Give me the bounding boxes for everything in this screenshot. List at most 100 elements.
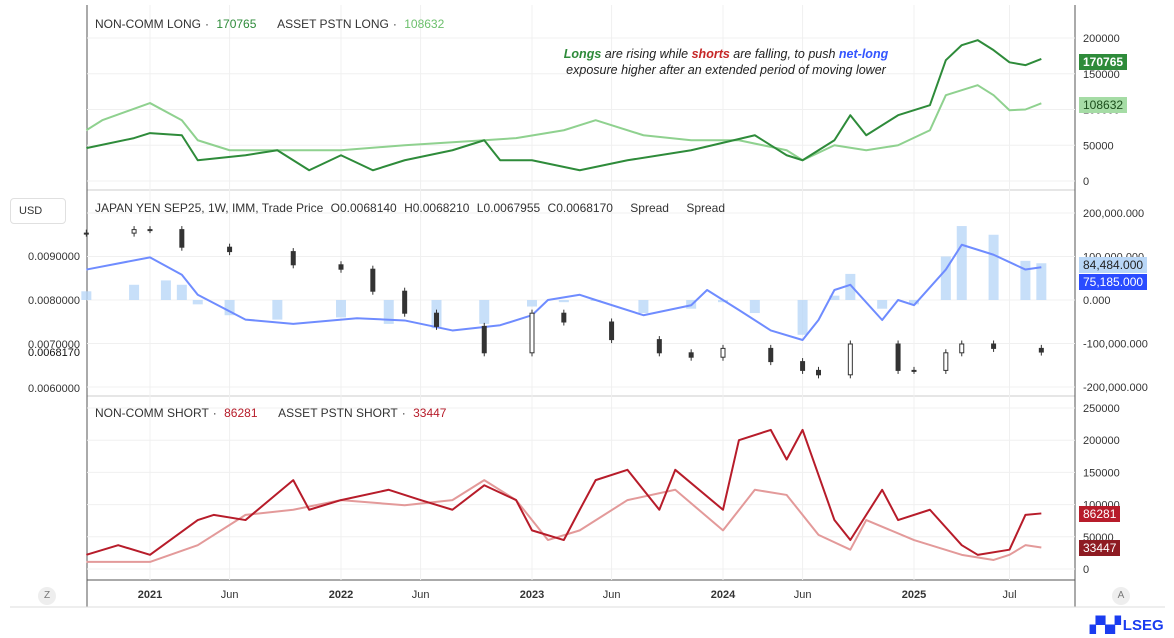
scale-reset-button[interactable]: Z (38, 587, 56, 605)
candle-body (338, 264, 344, 270)
badge-asset-long: 108632 (1079, 97, 1128, 113)
lseg-wordmark: LSEG (1122, 617, 1164, 634)
badge-asset-short: 33447 (1079, 540, 1121, 556)
candle-body (609, 321, 615, 341)
legend-asset-short-value: 33447 (413, 406, 447, 420)
y-tick-label: 50000 (1083, 140, 1114, 152)
net-spread-bar (988, 234, 999, 300)
net-spread-bar (160, 280, 171, 300)
noncomm-long-line (86, 39, 1042, 172)
legend-noncomm-short-value: 86281 (224, 406, 258, 420)
lseg-mark-icon: ▞▚▞ (1090, 617, 1121, 634)
candle-body (290, 251, 296, 266)
legend-asset-short: ASSET PSTN SHORT (278, 406, 398, 420)
top-legend: NON-COMM LONG · 170765 ASSET PSTN LONG · 1… (95, 17, 448, 31)
candle-body (800, 361, 806, 371)
asset-long-line (85, 84, 1042, 162)
candle-body (1038, 347, 1044, 353)
price-tick-label: 0.0070000 (28, 339, 80, 351)
ohlc-high: H0.0068210 (404, 201, 470, 215)
auto-scale-button[interactable]: A (1112, 587, 1130, 605)
candle-body (481, 325, 487, 354)
candle-body (179, 229, 185, 248)
candle-body (991, 343, 997, 349)
candle-body (402, 290, 408, 314)
net-spread-bar (527, 300, 537, 307)
x-tick-label: Jun (221, 589, 239, 601)
x-tick-label: 2025 (902, 589, 926, 601)
candle-body (847, 343, 853, 376)
legend-noncomm-long: NON-COMM LONG (95, 17, 201, 31)
badge-noncomm-long: 170765 (1079, 54, 1128, 70)
candle-body (131, 229, 137, 234)
legend-separator: · (392, 17, 397, 31)
candle-body (370, 268, 376, 292)
x-tick-label: 2024 (711, 589, 736, 601)
legend-asset-long: ASSET PSTN LONG (277, 17, 389, 31)
annotation: Longs are rising while shorts are fallin… (540, 46, 912, 78)
x-tick-label: 2022 (329, 589, 353, 601)
candle-body (529, 312, 535, 354)
annotation-shorts: shorts (691, 47, 730, 61)
legend-separator: · (401, 406, 406, 420)
net-spread-bar (224, 300, 235, 316)
net-spread-bar (829, 295, 840, 300)
legend-separator: · (212, 406, 217, 420)
net-spread-line (86, 243, 1042, 342)
badge-noncomm-short: 86281 (1079, 506, 1121, 522)
net-spread-bar (956, 226, 967, 300)
net-spread-bar (129, 284, 140, 300)
ohlc-low: L0.0067955 (476, 201, 541, 215)
x-tick-label: Jun (603, 589, 621, 601)
candle-body (943, 352, 949, 371)
ohlc-open: O0.0068140 (330, 201, 397, 215)
y-tick-label: 250000 (1083, 403, 1120, 415)
x-tick-label: Jul (1002, 589, 1016, 601)
y-tick-label: 200000 (1083, 33, 1120, 45)
y-tick-label: 0.000 (1083, 295, 1111, 307)
net-spread-bar (176, 284, 187, 300)
x-tick-label: 2021 (138, 589, 162, 601)
candle-body (895, 343, 901, 371)
net-spread-bar (877, 300, 888, 309)
net-spread-bar (1020, 260, 1031, 300)
x-tick-label: Jun (412, 589, 430, 601)
net-spread-bar (272, 300, 283, 320)
net-spread-bar (479, 300, 490, 324)
net-spread-bar (940, 256, 951, 300)
net-spread-bar (558, 300, 569, 303)
net-spread-bar (1036, 263, 1047, 300)
annotation-line2: exposure higher after an extended period… (566, 63, 886, 77)
candle-body (720, 347, 726, 358)
annotation-net-long: net-long (838, 47, 889, 61)
badge-net-bars: 84,484.000 (1079, 257, 1148, 273)
lseg-logo: ▞▚▞ LSEG (1090, 616, 1164, 634)
y-tick-label: 0 (1083, 564, 1089, 576)
net-spread-bar (638, 300, 649, 314)
instrument-title: JAPAN YEN SEP25, 1W, IMM, Trade Price (95, 201, 324, 215)
y-tick-label: 150000 (1083, 467, 1120, 479)
legend-asset-long-value: 108632 (404, 17, 445, 31)
last-price-label: 0.0068170 (28, 347, 80, 359)
currency-selector[interactable]: USD (10, 198, 66, 224)
net-spread-bar (192, 300, 203, 305)
middle-legend: JAPAN YEN SEP25, 1W, IMM, Trade Price O0… (95, 201, 729, 215)
y-tick-label: -200,000.000 (1083, 382, 1148, 394)
net-spread-bar (797, 300, 808, 335)
candle-body (768, 347, 774, 363)
net-spread-bar (845, 273, 856, 300)
candle-body (561, 312, 567, 323)
noncomm-short-line (86, 428, 1042, 556)
candle-body (656, 339, 662, 354)
candle-body (147, 229, 153, 232)
x-tick-label: 2023 (520, 589, 544, 601)
y-tick-label: -100,000.000 (1083, 339, 1148, 351)
legend-noncomm-long-value: 170765 (216, 17, 257, 31)
candle-body (227, 246, 233, 253)
candle-body (911, 369, 917, 372)
price-tick-label: 0.0060000 (28, 383, 80, 395)
x-tick-label: Jun (794, 589, 812, 601)
net-spread-bar (909, 300, 919, 305)
badge-net-line: 75,185.000 (1079, 274, 1148, 290)
